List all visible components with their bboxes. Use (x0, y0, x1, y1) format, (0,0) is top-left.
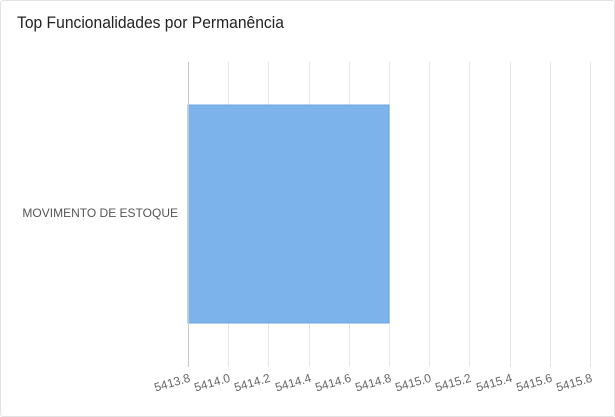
x-tick-label: 5414.6 (314, 371, 353, 395)
x-tick-label: 5415.4 (475, 371, 514, 395)
chart-title: Top Funcionalidades por Permanência (17, 13, 284, 32)
axes (188, 62, 189, 367)
x-tick-label: 5414.8 (354, 371, 393, 395)
y-category-label: MOVIMENTO DE ESTOQUE (22, 206, 178, 220)
x-tick-label: 5414.4 (274, 371, 313, 395)
x-tick-label: 5415.0 (394, 371, 433, 395)
x-tick-label: 5414.0 (193, 371, 232, 395)
x-tick-label: 5415.2 (434, 371, 473, 395)
x-tick-label: 5415.8 (555, 371, 594, 395)
x-tick-label: 5415.6 (515, 371, 554, 395)
x-tick-label: 5414.2 (233, 371, 272, 395)
x-tick-label: 5413.8 (153, 371, 192, 395)
bar (187, 104, 390, 324)
bars (187, 104, 390, 324)
